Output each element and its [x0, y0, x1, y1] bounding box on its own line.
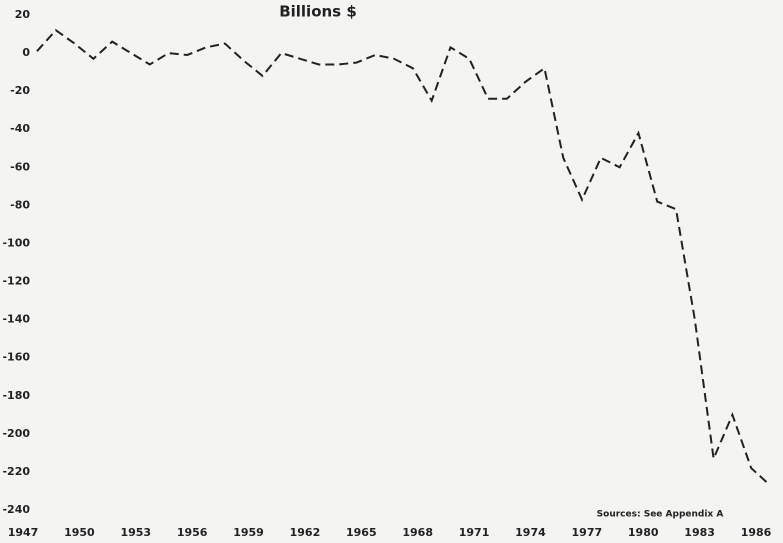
- x-tick-label: 1968: [402, 526, 433, 539]
- y-tick-label: -200: [2, 427, 30, 440]
- chart-title: Billions $: [279, 3, 357, 21]
- x-tick-label: 1953: [120, 526, 151, 539]
- y-tick-label: -140: [2, 313, 30, 326]
- source-note: Sources: See Appendix A: [597, 510, 724, 520]
- y-tick-label: -100: [2, 236, 30, 249]
- x-tick-label: 1962: [290, 526, 321, 539]
- y-tick-label: 0: [22, 46, 30, 59]
- x-tick-label: 1983: [684, 526, 715, 539]
- x-tick-label: 1971: [459, 526, 490, 539]
- y-tick-label: -60: [10, 160, 30, 173]
- y-tick-label: -80: [10, 198, 30, 211]
- y-tick-label: -40: [10, 122, 30, 135]
- line-series: [36, 28, 771, 486]
- y-tick-label: -120: [2, 275, 30, 288]
- x-tick-label: 1965: [346, 526, 377, 539]
- x-tick-label: 1959: [233, 526, 264, 539]
- x-tick-label: 1977: [572, 526, 603, 539]
- x-tick-label: 1980: [628, 526, 659, 539]
- x-tick-label: 1986: [741, 526, 772, 539]
- x-tick-label: 1947: [8, 526, 39, 539]
- y-tick-label: -20: [10, 84, 30, 97]
- y-tick-label: 20: [15, 8, 31, 21]
- y-tick-label: -220: [2, 465, 30, 478]
- y-tick-label: -180: [2, 389, 30, 402]
- x-tick-label: 1974: [515, 526, 546, 539]
- y-tick-label: -240: [2, 503, 30, 516]
- x-tick-label: 1956: [177, 526, 208, 539]
- x-tick-label: 1950: [64, 526, 95, 539]
- y-tick-label: -160: [2, 351, 30, 364]
